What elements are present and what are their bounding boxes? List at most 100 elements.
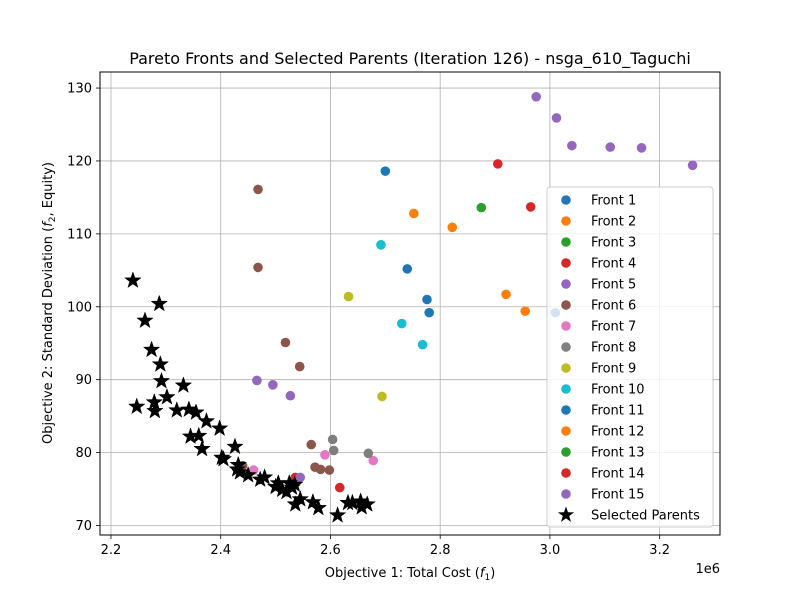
data-point (476, 202, 487, 213)
y-tick-label: 110 (67, 227, 92, 242)
data-point (294, 361, 305, 372)
data-point (320, 449, 330, 460)
plot-area-frame (99, 71, 721, 536)
legend-label: Front 4 (591, 257, 636, 272)
x-axis-label: Objective 1: Total Cost (f1) (325, 566, 496, 583)
x-axis-offset-text: 1e6 (695, 562, 720, 577)
y-tick-label: 90 (75, 373, 92, 388)
data-point (422, 294, 432, 305)
legend-marker (561, 216, 571, 226)
x-axis: 2.2 2.4 2.6 2.8 3.0 3.2 (101, 535, 670, 558)
x-tick-label: 3.0 (540, 543, 561, 558)
legend-marker (561, 195, 571, 205)
data-point (334, 482, 345, 493)
legend-label: Front 5 (591, 278, 636, 293)
legend-label: Front 8 (591, 341, 636, 356)
x-tick-label: 3.2 (649, 543, 670, 558)
data-point (409, 208, 419, 219)
legend-label: Front 14 (591, 467, 645, 482)
legend-label: Front 11 (591, 404, 645, 419)
legend-marker (561, 300, 571, 310)
selected-parent-star (285, 475, 304, 493)
legend-label: Front 12 (591, 425, 645, 440)
data-point (447, 222, 458, 233)
legend-marker (561, 363, 571, 373)
data-point (687, 160, 698, 171)
data-point (328, 445, 339, 456)
data-point (567, 140, 577, 151)
legend-marker (561, 258, 571, 268)
x-tick-label: 2.4 (210, 543, 231, 558)
legend-label: Front 2 (591, 215, 636, 230)
data-point (636, 143, 647, 153)
data-point (376, 240, 386, 250)
legend-label: Front 15 (591, 488, 645, 503)
selected-parent-star (226, 437, 244, 455)
selected-parent-star (189, 426, 208, 444)
y-axis: 70 80 90 100 110 120 130 (67, 82, 100, 534)
selected-parent-star (255, 468, 274, 485)
selected-parent-star (136, 311, 154, 329)
legend-marker (561, 489, 571, 499)
data-point (492, 159, 503, 169)
selected-parent-star (152, 371, 171, 389)
data-point (343, 291, 354, 302)
selected-parent-star (239, 465, 257, 483)
legend-label: Front 1 (591, 194, 636, 209)
y-tick-label: 100 (67, 300, 92, 315)
data-point (501, 289, 511, 300)
data-point (268, 379, 278, 390)
data-point (363, 448, 374, 459)
legend-marker (561, 447, 571, 457)
selected-parent-star (174, 376, 193, 394)
data-points (124, 91, 698, 523)
selected-parent-star (197, 412, 216, 429)
legend-box (546, 186, 714, 528)
data-point (253, 184, 263, 195)
selected-parent-star (127, 397, 146, 415)
data-point (315, 464, 326, 475)
legend-marker (561, 468, 571, 478)
legend-marker (561, 426, 571, 436)
legend-label: Front 6 (591, 299, 636, 314)
y-axis-label: Objective 2: Standard Deviation (f2, Equ… (41, 162, 58, 444)
legend-marker (561, 384, 571, 394)
legend: Front 1 Front 2 Front 3 Front 4 Front 5 Front… (546, 186, 714, 528)
data-point (280, 337, 291, 348)
data-point (252, 375, 262, 386)
legend-marker (561, 279, 571, 289)
data-point (424, 307, 435, 318)
data-point (417, 339, 428, 350)
x-tick-label: 2.2 (101, 543, 122, 558)
data-point (368, 455, 379, 466)
legend-marker (561, 237, 571, 247)
data-point (324, 465, 335, 475)
selected-parent-star (210, 419, 229, 437)
selected-parent-star (151, 355, 170, 372)
y-tick-label: 120 (67, 154, 92, 169)
data-point (285, 390, 296, 401)
selected-parent-star (328, 506, 347, 523)
data-point (295, 472, 306, 483)
selected-parent-star (146, 401, 164, 419)
selected-parent-star (193, 439, 211, 457)
chart-title: Pareto Fronts and Selected Parents (Iter… (129, 49, 691, 69)
selected-parent-star (158, 387, 176, 405)
data-point (396, 318, 407, 329)
selected-parent-star (187, 403, 205, 420)
x-tick-label: 2.6 (320, 543, 341, 558)
data-point (520, 306, 531, 316)
selected-parent-star (291, 490, 310, 507)
legend-label: Front 13 (591, 446, 645, 461)
legend-label: Front 3 (591, 236, 636, 251)
selected-parent-star (231, 463, 249, 480)
legend-label: Selected Parents (591, 509, 700, 524)
legend-label: Front 7 (591, 320, 636, 335)
legend-marker-star (557, 506, 575, 522)
selected-parent-star (150, 294, 169, 312)
legend-marker (561, 405, 571, 415)
legend-marker (561, 342, 571, 352)
selected-parent-star (124, 271, 142, 289)
y-tick-label: 130 (67, 82, 92, 97)
